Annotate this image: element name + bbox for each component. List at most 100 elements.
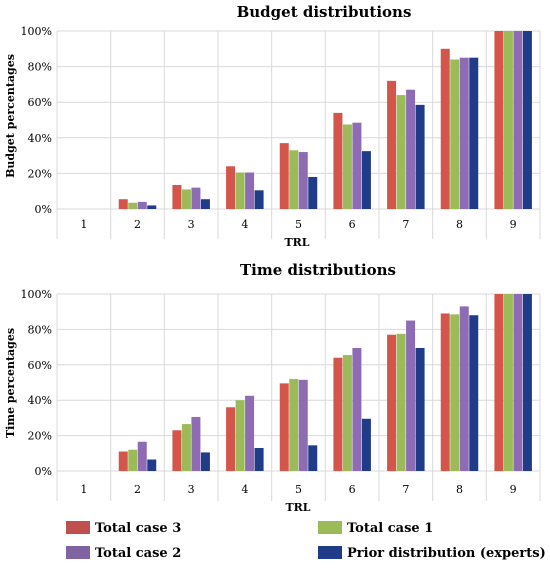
budget-x-tick-label: 5 <box>295 218 302 231</box>
legend-swatch <box>66 546 90 559</box>
budget-bar-prior-distribution-trl-2 <box>147 205 157 209</box>
time-bar-total-case-1-trl-5 <box>289 378 299 471</box>
time-grid <box>56 293 541 501</box>
time-bar-total-case-3-trl-9 <box>494 294 504 471</box>
budget-x-tick-label: 9 <box>510 218 517 231</box>
budget-bars <box>118 31 532 210</box>
legend: Total case 3 Total case 1 Total case 2 P… <box>66 521 546 561</box>
budget-y-tick-label: 80% <box>28 61 52 74</box>
time-x-tick-label: 7 <box>402 483 409 496</box>
time-bar-prior-distribution-trl-4 <box>254 447 264 471</box>
time-bar-total-case-1-trl-8 <box>450 314 460 471</box>
budget-y-ticks: 0% 20% 40% 60% 80% 100% <box>21 25 52 216</box>
budget-chart-title: Budget distributions <box>237 3 412 21</box>
legend-label: Total case 2 <box>95 546 181 561</box>
budget-bar-total-case-3-trl-2 <box>118 199 128 209</box>
budget-x-tick-label: 4 <box>241 218 248 231</box>
time-y-tick-label: 0% <box>35 465 52 478</box>
budget-bar-total-case-3-trl-3 <box>172 184 182 209</box>
budget-y-tick-label: 60% <box>28 96 52 109</box>
time-bar-total-case-2-trl-3 <box>191 417 201 471</box>
budget-x-ticks: 1 2 3 4 5 6 7 8 9 <box>80 218 516 231</box>
budget-bar-prior-distribution-trl-4 <box>254 190 264 209</box>
budget-bar-total-case-2-trl-9 <box>513 31 523 209</box>
budget-bar-total-case-1-trl-7 <box>396 95 406 209</box>
time-bar-total-case-3-trl-6 <box>333 357 343 471</box>
time-bar-prior-distribution-trl-8 <box>469 315 479 471</box>
budget-bar-total-case-2-trl-6 <box>352 122 362 209</box>
time-bar-total-case-2-trl-2 <box>137 441 147 471</box>
time-bar-prior-distribution-trl-2 <box>147 459 157 471</box>
time-bar-total-case-1-trl-4 <box>235 400 245 471</box>
budget-bar-total-case-1-trl-6 <box>342 124 352 209</box>
time-bars <box>118 294 532 471</box>
time-bar-total-case-1-trl-9 <box>503 294 513 471</box>
time-y-tick-label: 100% <box>21 288 52 301</box>
budget-bar-total-case-2-trl-4 <box>245 172 255 209</box>
time-bar-total-case-2-trl-4 <box>245 395 255 471</box>
budget-x-tick-label: 7 <box>402 218 409 231</box>
budget-bar-total-case-3-trl-5 <box>279 143 289 209</box>
time-x-tick-label: 2 <box>134 483 141 496</box>
budget-bar-total-case-3-trl-6 <box>333 112 343 209</box>
budget-bar-prior-distribution-trl-6 <box>361 151 371 209</box>
time-bar-total-case-3-trl-8 <box>440 313 450 471</box>
time-chart-title: Time distributions <box>240 261 396 279</box>
time-x-ticks: 1 2 3 4 5 6 7 8 9 <box>80 483 516 496</box>
budget-bar-total-case-1-trl-2 <box>128 202 138 209</box>
budget-y-tick-label: 0% <box>35 203 52 216</box>
time-bar-prior-distribution-trl-3 <box>200 452 210 471</box>
time-chart: Time distributions Time percentages TRL … <box>4 261 541 514</box>
budget-bar-total-case-3-trl-9 <box>494 31 504 209</box>
budget-x-tick-label: 1 <box>80 218 87 231</box>
budget-bar-prior-distribution-trl-3 <box>200 199 210 209</box>
time-bar-total-case-1-trl-7 <box>396 333 406 471</box>
legend-swatch <box>66 521 90 534</box>
time-y-axis-label: Time percentages <box>4 328 17 438</box>
budget-bar-total-case-3-trl-8 <box>440 48 450 209</box>
budget-bar-total-case-3-trl-7 <box>387 80 397 209</box>
legend-label: Total case 1 <box>347 521 433 536</box>
legend-label: Total case 3 <box>95 521 181 536</box>
legend-label: Prior distribution (experts) <box>347 546 546 561</box>
time-bar-prior-distribution-trl-7 <box>415 347 425 471</box>
time-x-tick-label: 8 <box>456 483 463 496</box>
time-bar-total-case-1-trl-2 <box>128 449 138 471</box>
time-bar-total-case-3-trl-7 <box>387 334 397 471</box>
budget-bar-total-case-2-trl-7 <box>406 89 416 209</box>
time-x-axis-label: TRL <box>285 501 310 514</box>
time-x-tick-label: 4 <box>241 483 248 496</box>
time-bar-prior-distribution-trl-9 <box>522 294 532 471</box>
time-y-tick-label: 60% <box>28 359 52 372</box>
legend-item-total-case-3: Total case 3 <box>66 521 181 536</box>
time-x-tick-label: 6 <box>349 483 356 496</box>
budget-bar-total-case-2-trl-8 <box>459 57 469 210</box>
budget-bar-prior-distribution-trl-7 <box>415 104 425 209</box>
time-bar-total-case-2-trl-5 <box>298 379 308 471</box>
budget-bar-total-case-2-trl-5 <box>298 152 308 209</box>
time-bar-total-case-3-trl-5 <box>279 383 289 471</box>
time-bar-total-case-2-trl-6 <box>352 347 362 471</box>
time-y-tick-label: 20% <box>28 430 52 443</box>
budget-bar-total-case-2-trl-3 <box>191 187 201 209</box>
time-y-tick-label: 80% <box>28 323 52 336</box>
time-bar-prior-distribution-trl-5 <box>308 445 318 471</box>
budget-x-tick-label: 2 <box>134 218 141 231</box>
budget-bar-total-case-3-trl-4 <box>226 166 236 209</box>
time-y-tick-label: 40% <box>28 394 52 407</box>
budget-x-tick-label: 8 <box>456 218 463 231</box>
budget-x-axis-label: TRL <box>284 236 309 249</box>
budget-bar-total-case-1-trl-3 <box>181 189 191 209</box>
budget-x-tick-label: 3 <box>188 218 195 231</box>
budget-y-tick-label: 20% <box>28 167 52 180</box>
budget-bar-total-case-2-trl-2 <box>137 201 147 209</box>
budget-bar-total-case-1-trl-5 <box>289 150 299 209</box>
time-bar-total-case-3-trl-2 <box>118 451 128 471</box>
budget-bar-prior-distribution-trl-9 <box>522 31 532 209</box>
legend-item-total-case-1: Total case 1 <box>318 521 433 536</box>
budget-chart: Budget distributions Budget percentages … <box>4 3 541 249</box>
budget-bar-total-case-1-trl-8 <box>450 59 460 210</box>
time-x-tick-label: 5 <box>295 483 302 496</box>
time-bar-total-case-3-trl-4 <box>226 407 236 471</box>
